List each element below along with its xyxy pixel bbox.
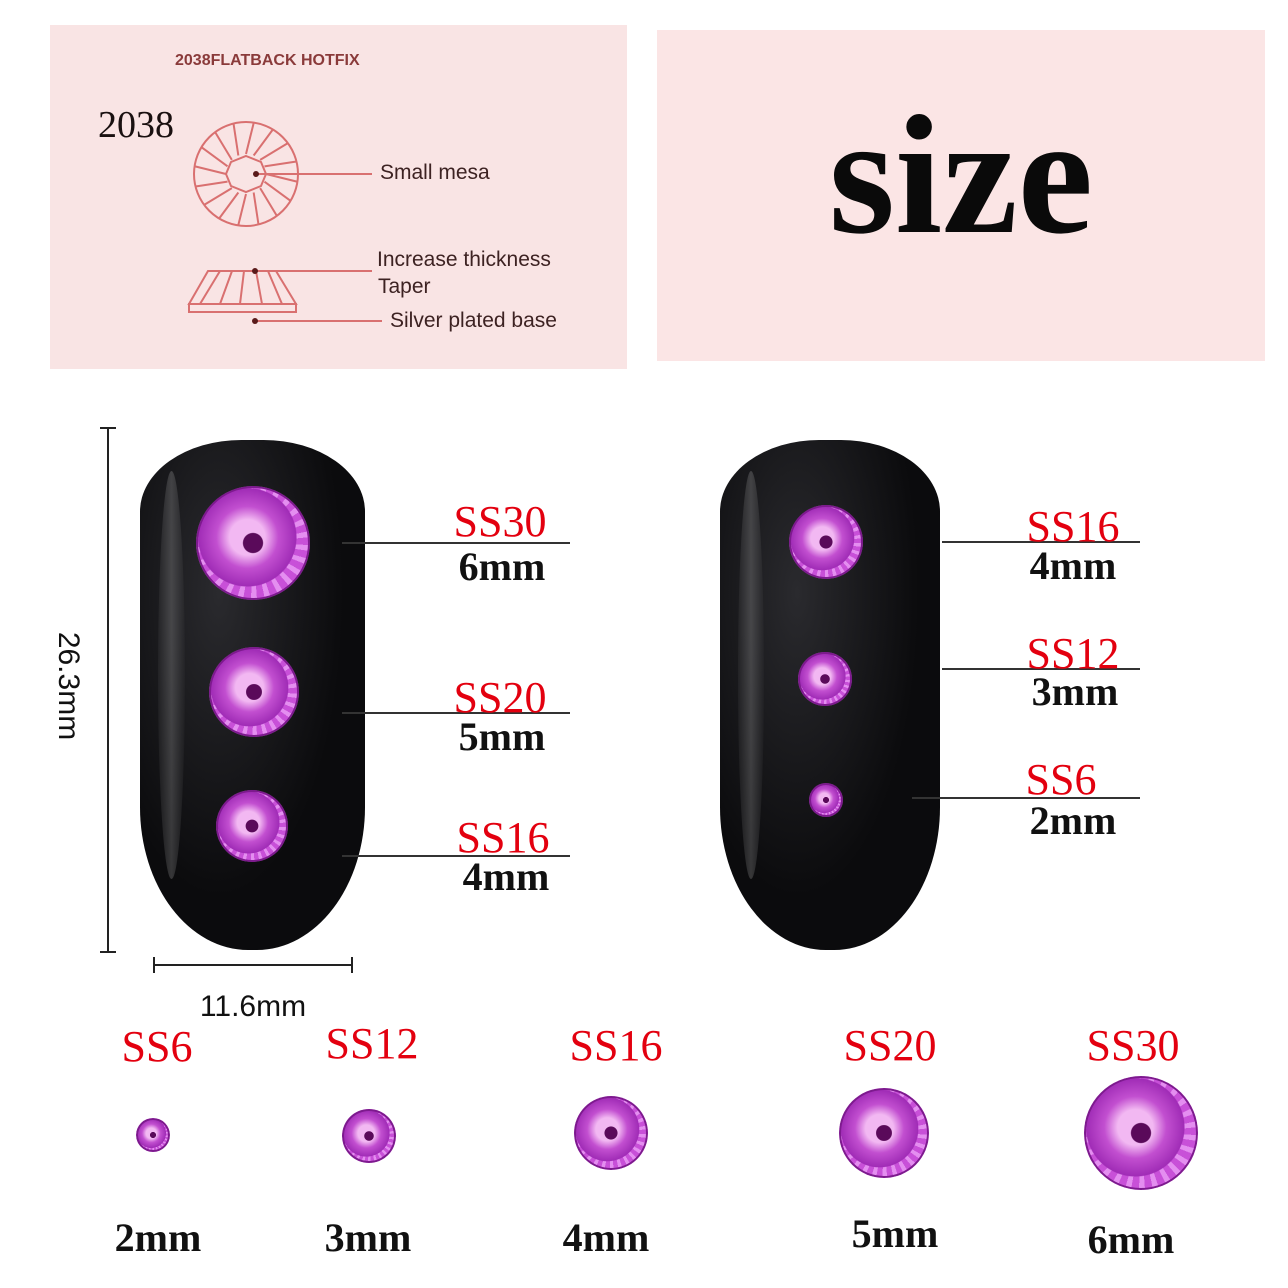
size-heading: size <box>828 81 1094 269</box>
rhinestone-6mm <box>1084 1076 1198 1190</box>
right-ss-label: SS16 <box>1026 502 1120 551</box>
left-ss-label: SS30 <box>453 497 547 546</box>
width-label: 11.6mm <box>199 990 307 1023</box>
right-ss-label: SS6 <box>1025 755 1097 804</box>
rhinestone-ss16 <box>216 790 288 862</box>
facet-line <box>265 173 298 183</box>
size-panel: size <box>657 30 1265 361</box>
facet-line <box>259 187 278 217</box>
rhinestone-5mm <box>839 1088 929 1178</box>
facet-line <box>232 123 240 156</box>
right-mm-label: 2mm <box>1029 798 1117 843</box>
facet-line <box>237 193 247 226</box>
rhinestone-structure-drawing <box>187 121 382 324</box>
label-increase-thickness: Increase thickness <box>377 248 551 271</box>
right-mm-label: 4mm <box>1029 543 1117 588</box>
label-small-mesa: Small mesa <box>380 161 490 184</box>
row-mm-label: 3mm <box>324 1215 412 1260</box>
leader-line <box>342 712 570 714</box>
label-silver-plated-base: Silver plated base <box>390 309 557 332</box>
facet-line <box>252 128 274 157</box>
structure-panel: 2038FLATBACK HOTFIX 2038 Small mesa Incr… <box>50 25 627 369</box>
left-mm-label: 5mm <box>458 714 546 759</box>
rhinestone-ss16 <box>789 505 863 579</box>
facet-line <box>218 191 240 220</box>
row-ss-label: SS30 <box>1086 1021 1180 1070</box>
leader-line <box>942 541 1140 543</box>
label-taper: Taper <box>378 275 431 298</box>
facet-line <box>194 165 227 175</box>
facet-line <box>264 160 297 168</box>
right-mm-label: 3mm <box>1031 669 1119 714</box>
facet-line <box>214 131 233 161</box>
width-dimension-tick <box>351 957 353 973</box>
right-ss-label: SS12 <box>1026 629 1120 678</box>
height-dimension-line <box>107 427 109 953</box>
rhinestone-3mm <box>342 1109 396 1163</box>
left-ss-label: SS20 <box>453 673 547 722</box>
rhinestone-ss20 <box>209 647 299 737</box>
facet-line <box>203 187 233 206</box>
rhinestone-2mm <box>136 1118 170 1152</box>
width-dimension-tick <box>153 957 155 973</box>
leader-line <box>912 797 1140 799</box>
height-label: 26.3mm <box>52 631 85 741</box>
facet-line <box>259 142 289 161</box>
facet-line <box>252 192 260 225</box>
height-dimension-tick <box>100 427 116 429</box>
facet-line <box>245 122 255 155</box>
leader-line <box>942 668 1140 670</box>
model-number: 2038 <box>98 104 174 146</box>
row-mm-label: 2mm <box>114 1215 202 1260</box>
row-ss-label: SS20 <box>843 1021 937 1070</box>
leader-line <box>342 542 570 544</box>
facet-line <box>263 180 292 202</box>
row-mm-label: 6mm <box>1087 1217 1175 1262</box>
facet-line <box>195 180 228 188</box>
left-mm-label: 6mm <box>458 544 546 589</box>
structure-title: 2038FLATBACK HOTFIX <box>175 52 360 69</box>
row-mm-label: 5mm <box>851 1211 939 1256</box>
facet-line <box>200 146 229 168</box>
height-dimension-tick <box>100 951 116 953</box>
rhinestone-ss6 <box>809 783 843 817</box>
leader-line <box>342 855 570 857</box>
row-mm-label: 4mm <box>562 1215 650 1260</box>
row-ss-label: SS16 <box>569 1021 663 1070</box>
left-ss-label: SS16 <box>456 813 550 862</box>
width-dimension-line <box>153 964 353 966</box>
rhinestone-ss12 <box>798 652 852 706</box>
row-ss-label: SS12 <box>325 1019 419 1068</box>
row-ss-label: SS6 <box>121 1022 193 1071</box>
left-mm-label: 4mm <box>462 854 550 899</box>
rhinestone-4mm <box>574 1096 648 1170</box>
rhinestone-ss30 <box>196 486 310 600</box>
